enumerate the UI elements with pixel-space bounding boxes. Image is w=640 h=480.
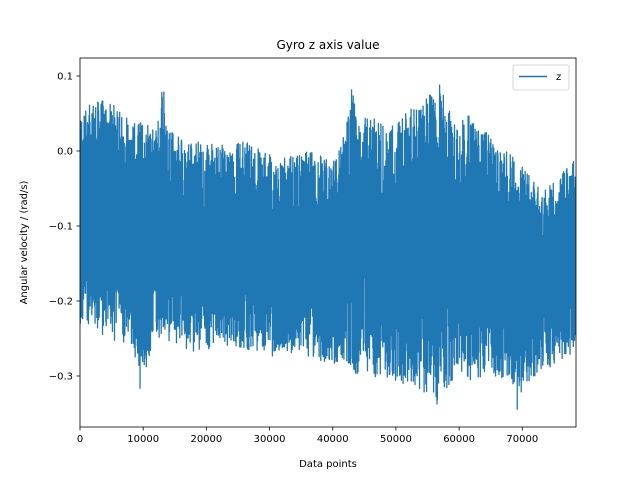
y-axis: 0.1 0.0 −0.1 −0.2 −0.3 — [49, 72, 80, 383]
y-tick-label: −0.2 — [49, 297, 73, 308]
legend-label-z: z — [556, 72, 561, 83]
x-axis-label: Data points — [299, 459, 357, 470]
x-tick-label: 10000 — [127, 434, 159, 445]
legend: z — [512, 64, 570, 91]
legend-box — [512, 64, 570, 91]
plot-area — [79, 57, 577, 428]
axes-frame — [79, 57, 577, 428]
y-tick-label: −0.1 — [49, 222, 73, 233]
y-tick-label: −0.3 — [49, 372, 73, 383]
series-z-line — [80, 84, 576, 410]
x-axis: 0 10000 20000 30000 40000 50000 60000 70000 — [77, 427, 538, 445]
x-tick-label: 0 — [77, 434, 83, 445]
y-tick-label: 0.1 — [57, 72, 73, 83]
x-tick-label: 50000 — [380, 434, 412, 445]
x-tick-label: 70000 — [506, 434, 538, 445]
x-tick-label: 40000 — [317, 434, 349, 445]
x-tick-label: 30000 — [254, 434, 286, 445]
series-z — [80, 84, 576, 410]
x-tick-label: 20000 — [190, 434, 222, 445]
x-tick-label: 60000 — [443, 434, 475, 445]
y-axis-label: Angular velocity / (rad/s) — [19, 180, 30, 304]
chart-title: Gyro z axis value — [277, 38, 380, 52]
y-tick-label: 0.0 — [57, 147, 73, 158]
